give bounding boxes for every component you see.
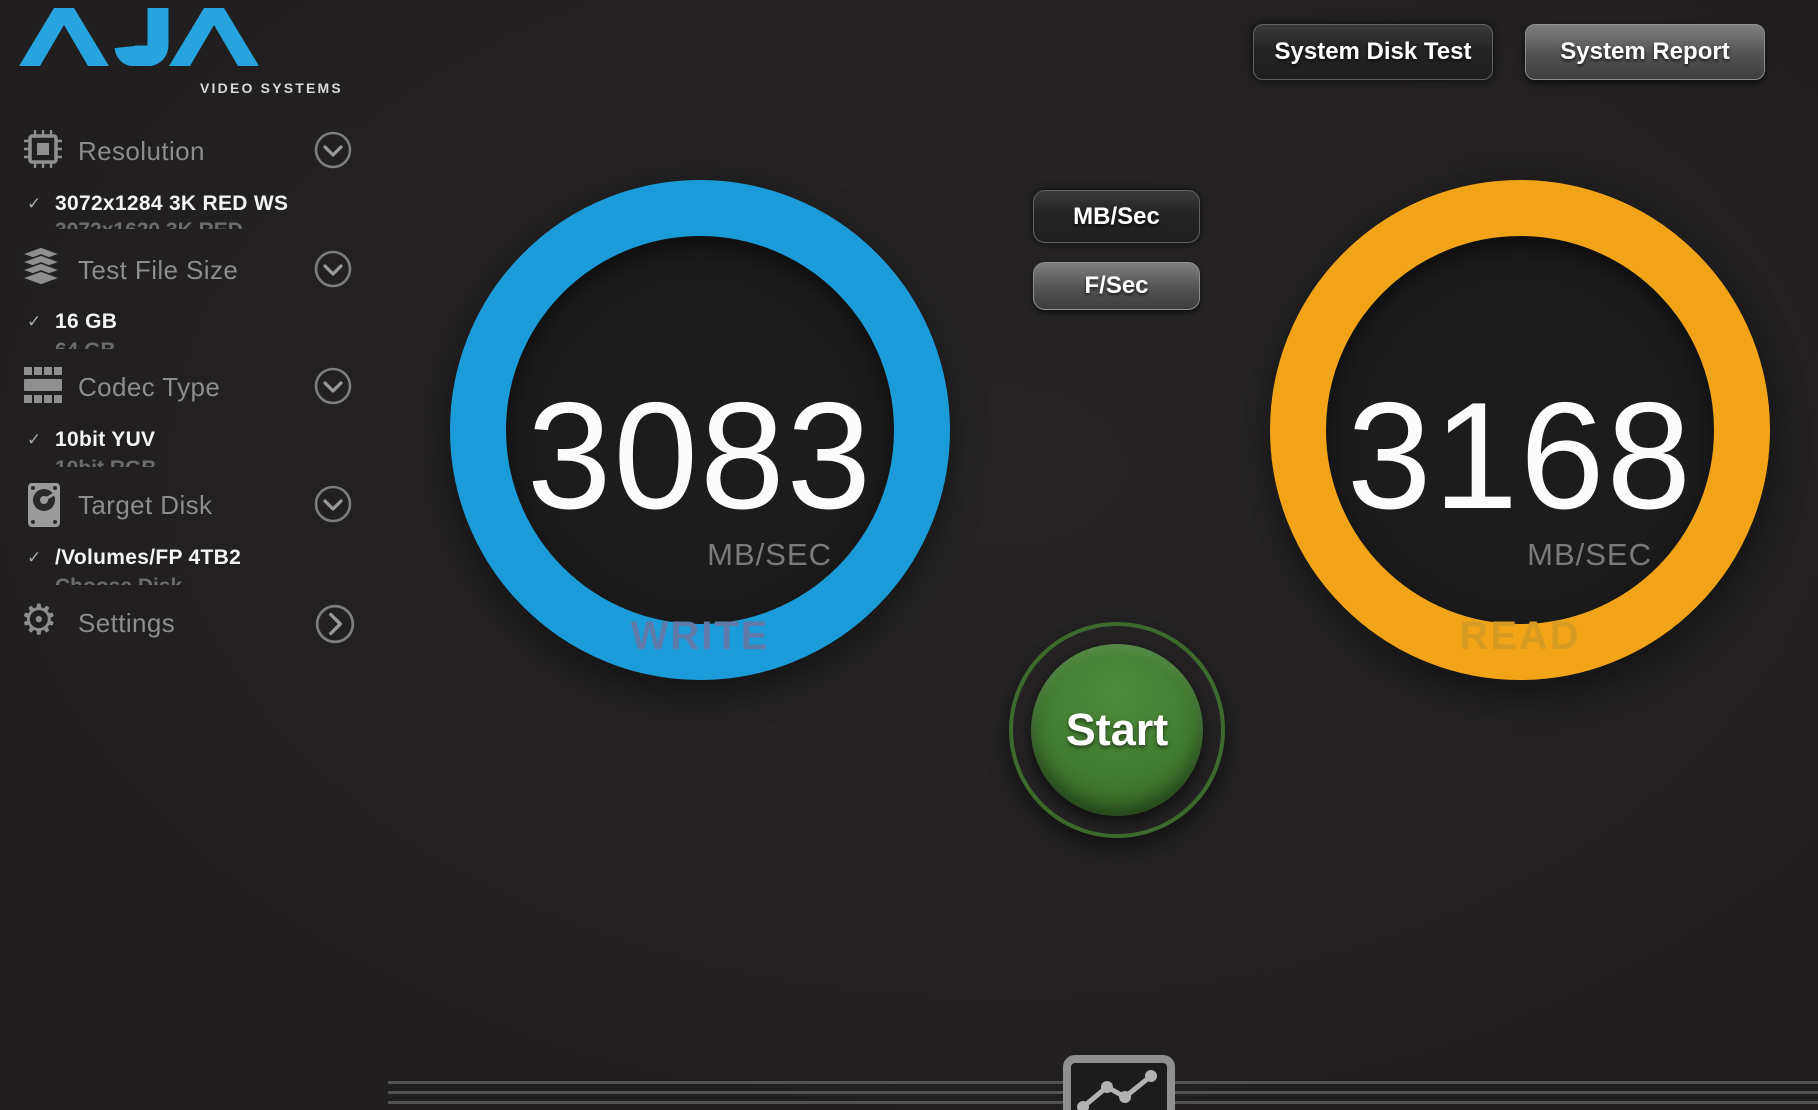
sidebar-item-target-disk: Target Disk <box>78 490 213 520</box>
chevron-down-icon[interactable] <box>313 484 353 524</box>
resolution-value: 3072x1284 3K RED WS <box>55 192 289 215</box>
chip-icon <box>24 130 62 168</box>
system-report-button[interactable]: System Report <box>1525 24 1765 80</box>
read-gauge-label: READ <box>1459 614 1581 658</box>
write-speed-value: 3083 <box>526 371 874 541</box>
check-icon: ✓ <box>27 548 42 567</box>
sidebar-item-test-file-size: Test File Size <box>78 255 239 285</box>
sidebar-item-resolution: Resolution <box>78 136 205 166</box>
sidebar-item-settings: Settings <box>78 608 176 638</box>
target-disk-value: /Volumes/FP 4TB2 <box>55 546 242 569</box>
codec-grid-icon <box>24 367 62 403</box>
read-gauge: 3168 MB/SEC READ <box>1270 180 1770 680</box>
hard-drive-icon <box>28 483 60 527</box>
target-disk-next-option-clipped[interactable]: Choose Disk... <box>55 575 200 585</box>
resolution-next-option-clipped[interactable]: 3072x1620 3K RED <box>55 219 243 229</box>
check-icon: ✓ <box>27 194 42 213</box>
mb-sec-toggle-button[interactable]: MB/Sec <box>1033 190 1200 243</box>
start-button[interactable]: Start <box>1009 622 1225 838</box>
layers-icon <box>20 247 62 286</box>
line-chart-icon <box>1077 1070 1157 1110</box>
gear-icon: ⚙ <box>20 596 58 643</box>
chevron-down-icon[interactable] <box>313 366 353 406</box>
chevron-right-icon[interactable] <box>314 603 356 645</box>
chevron-down-icon[interactable] <box>313 249 353 289</box>
sidebar-item-codec-type: Codec Type <box>78 372 221 402</box>
write-gauge: 3083 MB/SEC WRITE <box>450 180 950 680</box>
start-button-disk[interactable]: Start <box>1031 644 1203 816</box>
read-speed-value: 3168 <box>1346 371 1694 541</box>
chevron-down-icon[interactable] <box>313 130 353 170</box>
write-speed-unit: MB/SEC <box>707 537 832 572</box>
codec-next-option-clipped[interactable]: 10bit RGB <box>55 457 157 467</box>
write-gauge-label: WRITE <box>630 614 770 658</box>
system-disk-test-button[interactable]: System Disk Test <box>1253 24 1493 80</box>
check-icon: ✓ <box>27 430 42 449</box>
performance-chart-button[interactable] <box>1063 1055 1175 1110</box>
check-icon: ✓ <box>27 312 42 331</box>
file-size-next-option-clipped[interactable]: 64 GB <box>55 339 116 349</box>
aja-wordmark-icon <box>19 8 259 66</box>
f-sec-toggle-button[interactable]: F/Sec <box>1033 262 1200 310</box>
aja-logo: VIDEO SYSTEMS <box>18 8 341 96</box>
brand-tagline: VIDEO SYSTEMS <box>200 80 343 96</box>
file-size-value: 16 GB <box>55 310 118 333</box>
start-button-label: Start <box>1065 704 1169 755</box>
codec-value: 10bit YUV <box>55 428 156 451</box>
read-speed-unit: MB/SEC <box>1527 537 1652 572</box>
